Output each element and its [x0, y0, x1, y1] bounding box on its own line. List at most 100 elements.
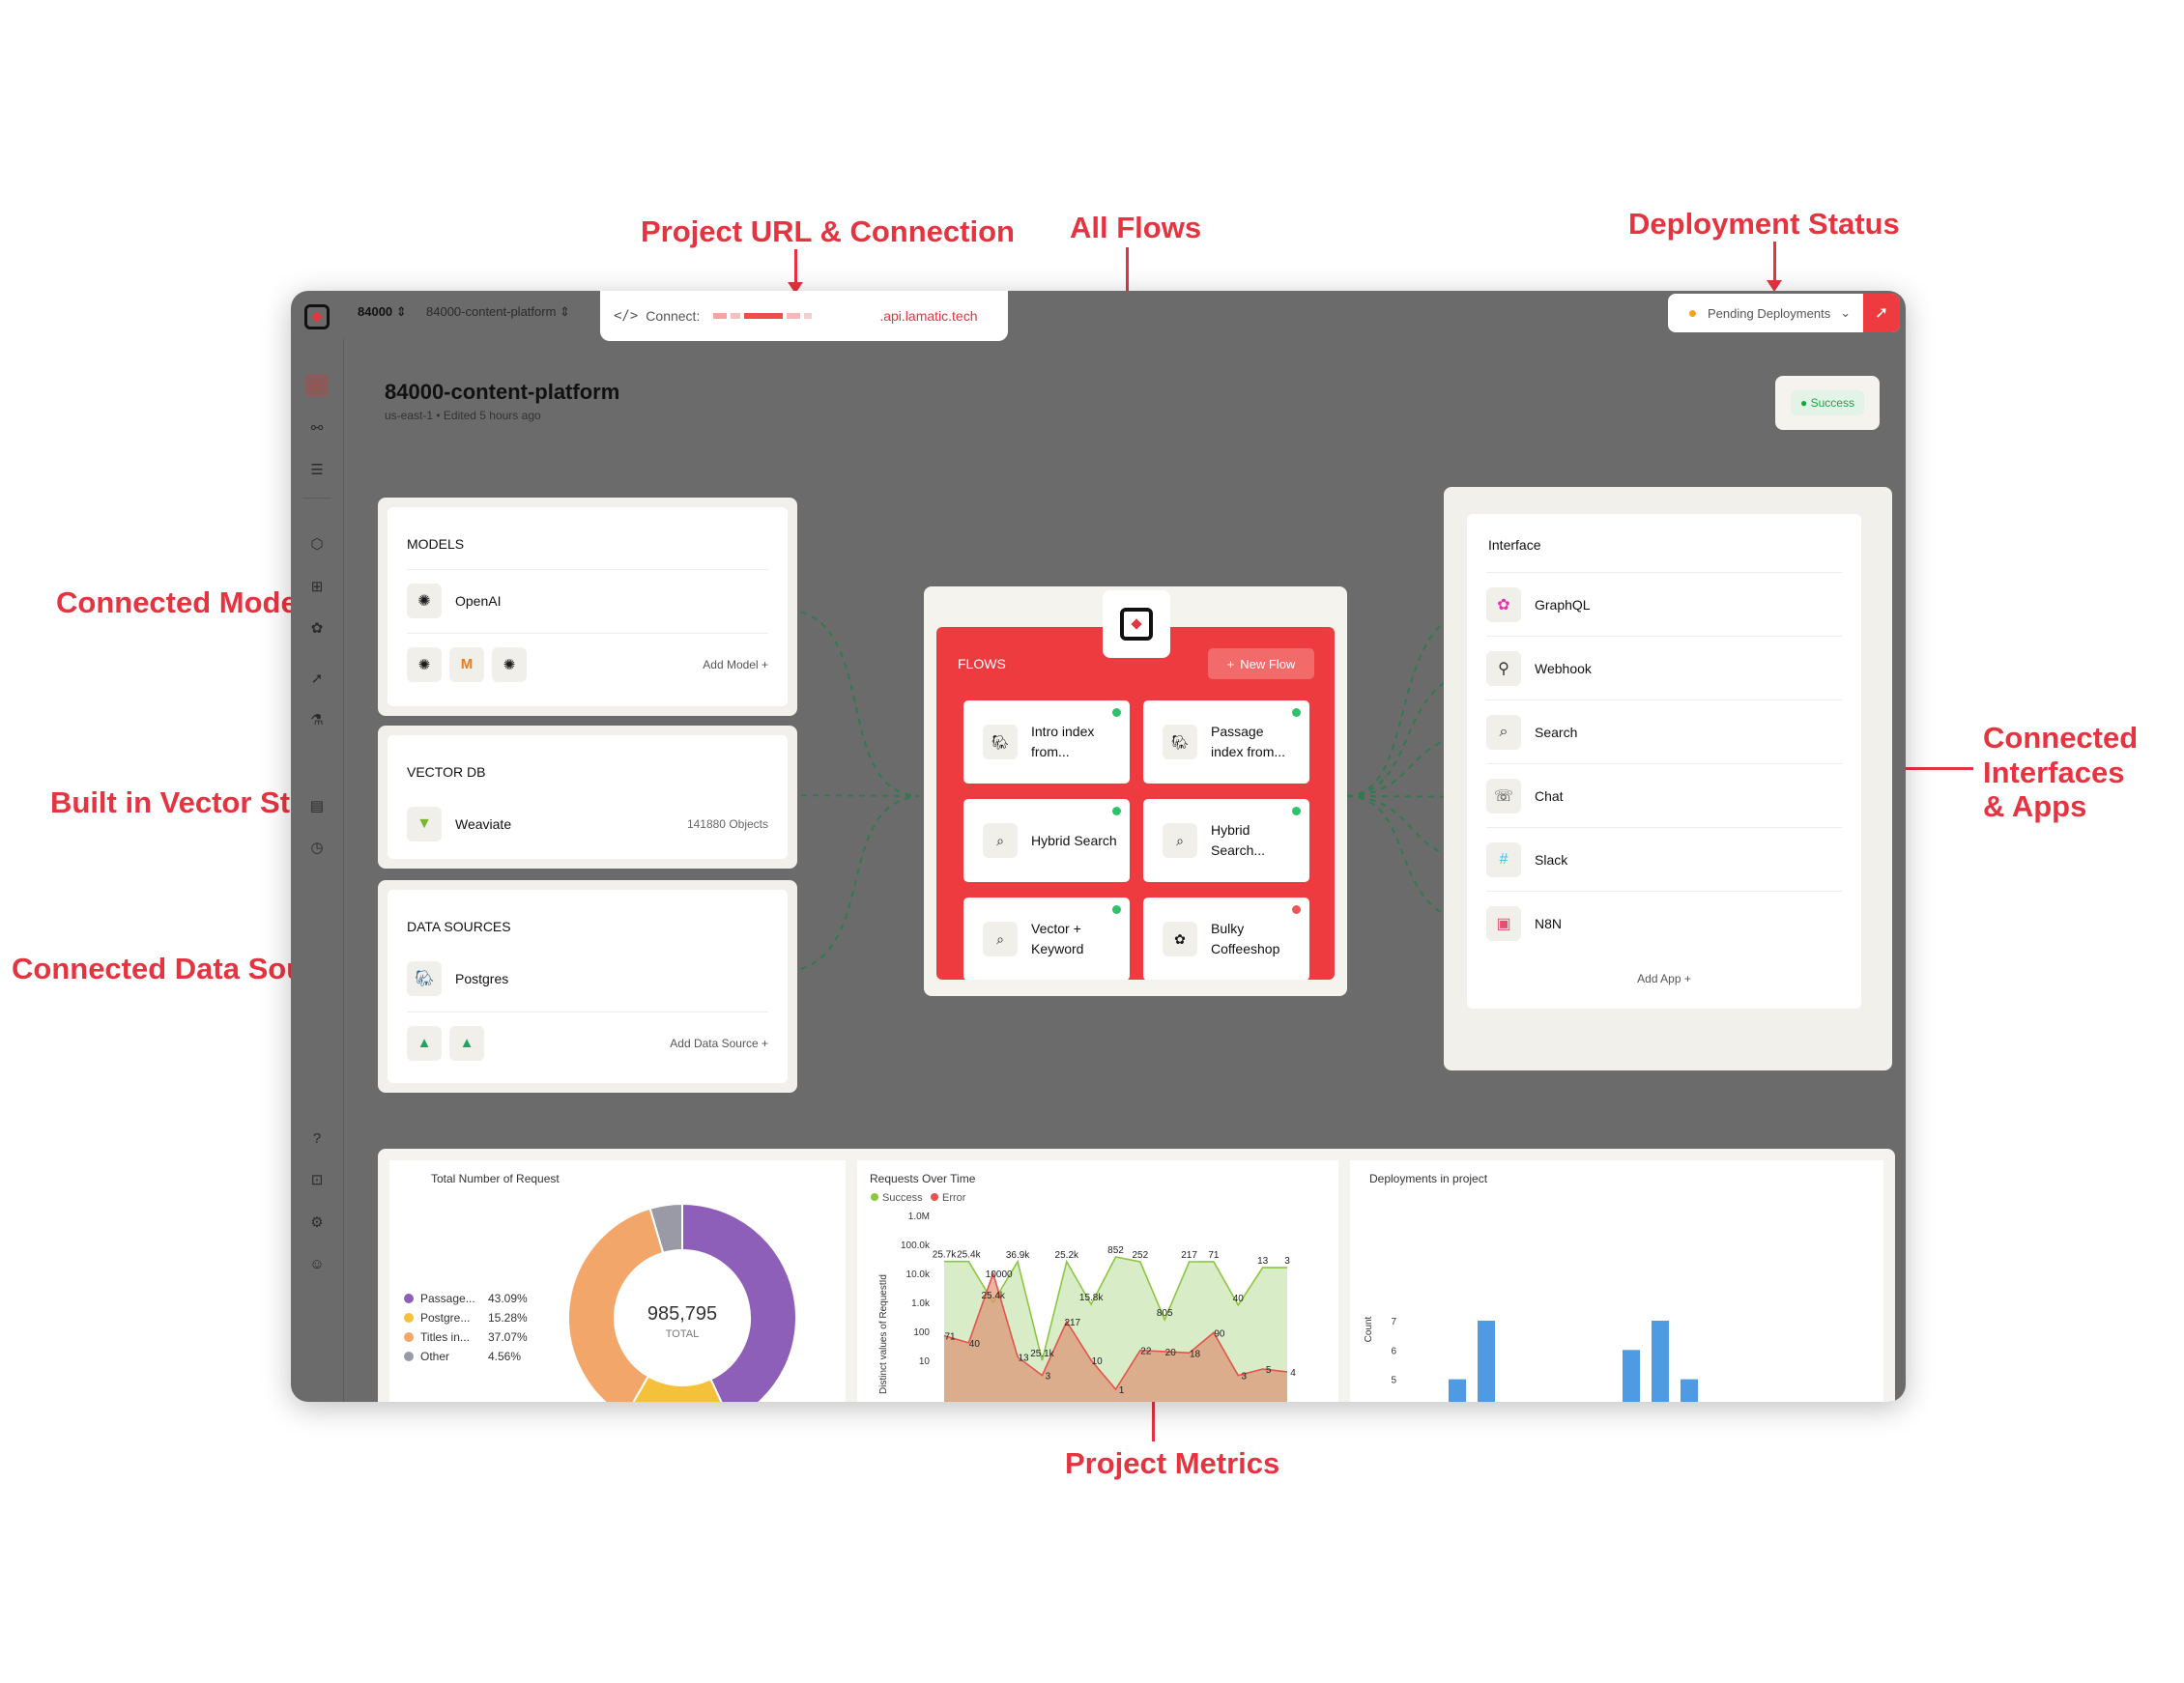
user-icon[interactable]: ☺	[309, 1255, 325, 1272]
legend-label: Titles in...	[420, 1330, 470, 1344]
flow-status-dot	[1112, 807, 1121, 815]
data-label: 36.9k	[1006, 1250, 1030, 1261]
bar	[1449, 1379, 1466, 1402]
interface-item[interactable]: ▣ N8N	[1486, 891, 1842, 955]
top-bar: 84000 ⇕ 84000-content-platform ⇕ </> Con…	[291, 291, 1906, 341]
connect-url-box[interactable]: </> Connect: .api.lamatic.tech	[600, 291, 1008, 341]
rocket-icon[interactable]: ➚	[310, 670, 324, 687]
flow-card[interactable]: ⌕ Vector + Keyword	[963, 898, 1130, 980]
model-row-openai[interactable]: ✺ OpenAI	[407, 569, 768, 631]
data-label: 852	[1107, 1245, 1124, 1256]
flows-heading: FLOWS	[958, 656, 1006, 671]
annotation-connected-interfaces: Connected Interfaces & Apps	[1983, 721, 2138, 824]
annotation-connected-models: Connected Models	[56, 585, 323, 619]
legend-label: Success	[882, 1192, 923, 1204]
flows-icon[interactable]: ⚯	[310, 420, 324, 437]
openai-icon[interactable]: ✺	[407, 646, 442, 682]
pie-slice	[567, 1207, 665, 1402]
y-tick-label: 5	[1391, 1376, 1396, 1386]
interface-label: Chat	[1535, 787, 1564, 804]
lamatic-logo	[1120, 608, 1153, 641]
chart-title: Deployments in project	[1369, 1172, 1488, 1185]
annotation-arrow	[1773, 242, 1776, 282]
bar	[1478, 1321, 1495, 1402]
interface-item[interactable]: ✿ GraphQL	[1486, 572, 1842, 636]
flow-status-dot	[1112, 905, 1121, 914]
google-drive-icon[interactable]: ▲	[407, 1025, 442, 1061]
metric-total-requests: Total Number of Request Passage... 43.09%…	[389, 1160, 846, 1402]
deploy-rocket-button[interactable]: ➚	[1863, 294, 1900, 332]
annotation-arrow	[1152, 1387, 1155, 1441]
series-area	[944, 1273, 1287, 1402]
new-flow-button[interactable]: + New Flow	[1208, 648, 1314, 679]
data-source-row-postgres[interactable]: 🐘︎ Postgres	[407, 948, 768, 1010]
interface-item[interactable]: ⚲ Webhook	[1486, 636, 1842, 699]
new-flow-label: New Flow	[1240, 656, 1296, 671]
interface-label: Search	[1535, 724, 1578, 740]
annotation-arrow-head	[1767, 280, 1782, 292]
add-model-button[interactable]: Add Model +	[703, 657, 768, 671]
flow-label: Vector + Keyword	[1031, 921, 1084, 956]
add-app-button[interactable]: Add App +	[1637, 972, 1691, 985]
flow-card[interactable]: ⌕ Hybrid Search...	[1143, 799, 1309, 882]
sidebar-divider	[302, 498, 331, 499]
data-label: 3	[1046, 1372, 1051, 1383]
history-icon[interactable]: ◷	[310, 840, 324, 856]
vector-db-row[interactable]: ▼ Weaviate 141880 Objects	[407, 793, 768, 855]
database-icon[interactable]: ☰	[310, 462, 324, 478]
data-label: 217	[1064, 1318, 1080, 1328]
chevron-down-icon: ⌄	[1840, 305, 1852, 320]
apps-icon[interactable]: ⊞	[310, 579, 324, 595]
data-sources-card: DATA SOURCES 🐘︎ Postgres ▲ ▲ Add Data So…	[378, 880, 797, 1093]
annotation-line: Connected	[1983, 721, 2139, 755]
models-icon[interactable]: ✿	[310, 620, 324, 637]
status-badge: ● Success	[1791, 390, 1864, 415]
data-label: 71	[944, 1331, 956, 1342]
gift-icon[interactable]: ⊡	[310, 1172, 324, 1188]
cube-icon[interactable]: ⬡	[310, 536, 324, 553]
workspace-switcher[interactable]: 84000 ⇕	[358, 304, 407, 320]
vector-db-name: Weaviate	[455, 816, 512, 832]
legend-label: Other	[420, 1350, 449, 1363]
flow-status-dot	[1292, 708, 1301, 717]
lamatic-logo[interactable]	[304, 304, 330, 329]
status-badge-label: Success	[1810, 396, 1854, 410]
project-switcher[interactable]: 84000-content-platform ⇕	[426, 304, 570, 320]
data-label: 90	[1214, 1328, 1225, 1339]
y-tick-label: 10	[919, 1356, 931, 1367]
interface-item[interactable]: # Slack	[1486, 827, 1842, 891]
chart-title: Total Number of Request	[431, 1172, 560, 1185]
flow-card[interactable]: 🐘︎ Intro index from...	[963, 700, 1130, 784]
flow-card[interactable]: ⌕ Hybrid Search	[963, 799, 1130, 882]
mistral-icon[interactable]: M	[449, 646, 484, 682]
flow-card[interactable]: ✿ Bulky Coffeeshop	[1143, 898, 1309, 980]
bar	[1681, 1379, 1698, 1402]
search-icon: ⌕	[983, 823, 1018, 858]
flows-container: FLOWS + New Flow 🐘︎ Intro index from... 🐘…	[936, 627, 1335, 980]
logs-icon[interactable]: ▤	[309, 798, 325, 814]
annotation-arrow	[794, 249, 797, 284]
experiments-icon[interactable]: ⚗	[310, 712, 324, 728]
google-drive-icon[interactable]: ▲	[449, 1025, 484, 1061]
graphql-icon: ✿	[1486, 586, 1521, 622]
data-label: 13	[1019, 1354, 1030, 1364]
data-label: 10	[1092, 1356, 1104, 1367]
vector-db-card: VECTOR DB ▼ Weaviate 141880 Objects	[378, 726, 797, 869]
home-icon[interactable]: ⌂	[305, 374, 329, 397]
flow-card[interactable]: 🐘︎ Passage index from...	[1143, 700, 1309, 784]
openai-icon[interactable]: ✺	[492, 646, 527, 682]
annotation-line: Interfaces	[1983, 755, 2125, 789]
chat-icon: ☏	[1486, 778, 1521, 813]
interface-item[interactable]: ⌕ Search	[1486, 699, 1842, 763]
help-icon[interactable]: ?	[312, 1129, 322, 1147]
interface-item[interactable]: ☏ Chat	[1486, 763, 1842, 827]
add-data-source-button[interactable]: Add Data Source +	[670, 1036, 768, 1050]
data-label: 25.7k	[933, 1250, 957, 1261]
legend-label: Error	[942, 1192, 966, 1204]
data-label: 5	[1266, 1365, 1272, 1376]
flows-panel: FLOWS + New Flow 🐘︎ Intro index from... 🐘…	[924, 586, 1347, 996]
gear-icon[interactable]: ⚙	[310, 1214, 324, 1231]
deployment-status-dropdown[interactable]: Pending Deployments ⌄ ➚	[1668, 294, 1900, 332]
flow-status-dot	[1112, 708, 1121, 717]
connect-url[interactable]: .api.lamatic.tech	[879, 308, 978, 324]
